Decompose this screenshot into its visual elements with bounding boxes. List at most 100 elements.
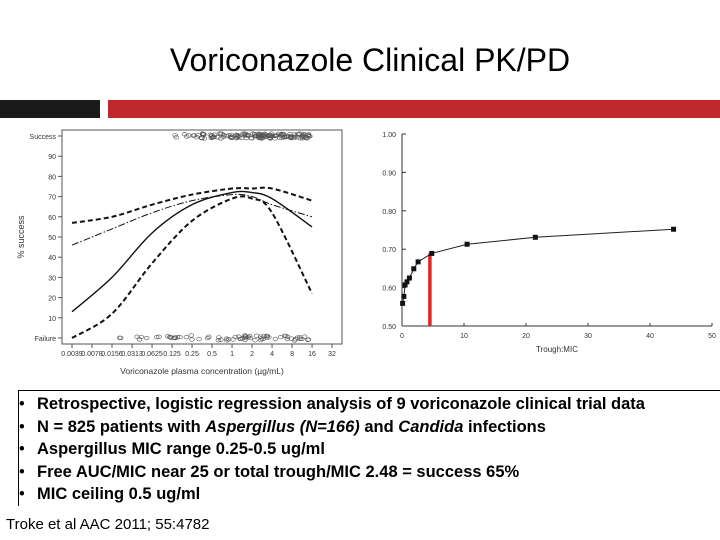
bullet-item: • MIC ceiling 0.5 ug/ml	[19, 483, 720, 506]
x-tick-label: 0	[400, 333, 404, 340]
bullet-text-run: Candida	[398, 417, 464, 436]
outcome-marker	[250, 131, 256, 136]
bullet-item: • Aspergillus MIC range 0.25-0.5 ug/ml	[19, 438, 720, 461]
success-curve	[402, 228, 674, 304]
y-tick-label: 60	[48, 215, 56, 222]
outcome-marker	[296, 131, 303, 136]
outcome-marker	[220, 134, 227, 139]
outcome-marker	[264, 335, 270, 340]
x-tick-label: 0.0313	[121, 351, 143, 358]
bullet-text-run: Retrospective, logistic regression analy…	[37, 395, 645, 413]
x-tick-label: 0.0156	[101, 351, 123, 358]
outcome-marker	[305, 337, 311, 342]
data-point	[404, 279, 410, 285]
outcome-marker	[188, 333, 194, 338]
y-tick-label: 10	[48, 316, 56, 323]
x-tick-label: 20	[522, 333, 530, 340]
trough-mic-chart: 0.50 0.60 0.70 0.80 0.90 1.00 0 10 20 30 40 50 Troug…	[382, 132, 716, 354]
outcome-marker	[258, 337, 264, 343]
bullet-text: Retrospective, logistic regression analy…	[37, 393, 645, 416]
outcome-marker	[138, 334, 144, 340]
outcome-marker	[204, 336, 211, 341]
outcome-marker	[228, 135, 235, 140]
outcome-marker	[294, 135, 301, 140]
y-tick-label: Failure	[35, 336, 57, 343]
outcome-marker	[201, 132, 207, 137]
data-point	[532, 234, 538, 240]
y-tick-label: 80	[48, 174, 56, 181]
y-tick-label: 20	[48, 296, 56, 303]
x-tick-label: 0.0039	[61, 351, 83, 358]
outcome-marker	[215, 135, 221, 140]
outcome-marker	[272, 336, 279, 342]
bullet-text-run: Aspergillus (N=166)	[205, 417, 360, 436]
regression-line-solid	[71, 190, 313, 313]
header-bar-dark	[0, 100, 100, 118]
bullet-item: • Free AUC/MIC near 25 or total trough/MI…	[19, 461, 720, 484]
y-tick-label: 70	[48, 195, 56, 202]
outcome-marker	[301, 334, 308, 339]
y-tick-label: 0.90	[382, 170, 396, 177]
outcome-marker	[173, 135, 179, 140]
outcome-marker	[242, 133, 249, 138]
citation: Troke et al AAC 2011; 55:4782	[6, 516, 210, 533]
x-tick-label: 40	[646, 333, 654, 340]
outcome-marker	[247, 336, 254, 341]
bullet-marker: •	[19, 417, 25, 436]
y-tick-label: 0.50	[382, 324, 396, 331]
x-tick-label: 0.25	[185, 351, 199, 358]
header-bar-red	[108, 100, 720, 118]
bullet-marker: •	[19, 395, 25, 413]
bullet-marker: •	[19, 485, 25, 503]
outcome-marker	[117, 335, 123, 340]
regression-line-dash-dot	[71, 193, 313, 246]
outcome-marker	[171, 335, 178, 340]
bullet-text-run: Free AUC/MIC near 25 or total trough/MIC…	[37, 462, 520, 481]
outcome-marker	[224, 338, 230, 343]
outcome-marker	[136, 337, 143, 342]
logistic-regression-chart: Failure102030405060708090Success0.00390.…	[16, 129, 343, 376]
outcome-marker	[195, 133, 201, 138]
bullet-text-run: infections	[463, 417, 546, 436]
y-tick-label: 0.60	[382, 286, 396, 293]
outcome-marker	[153, 335, 160, 340]
outcome-marker	[278, 334, 284, 340]
outcome-marker	[274, 133, 280, 138]
data-point	[406, 275, 412, 281]
y-tick-label: 50	[48, 235, 56, 242]
outcome-marker	[201, 136, 208, 141]
outcome-marker	[283, 333, 289, 339]
outcome-marker	[258, 336, 264, 341]
y-tick-label: 30	[48, 275, 56, 282]
x-tick-label: 8	[290, 351, 294, 358]
regression-line-dashed-upper	[71, 186, 313, 224]
outcome-marker	[216, 335, 222, 340]
y-axis-label: % success	[16, 215, 26, 259]
data-point	[400, 300, 406, 306]
data-point	[401, 293, 407, 299]
y-tick-label: 40	[48, 255, 56, 262]
outcome-marker	[268, 134, 275, 139]
outcome-marker	[174, 335, 180, 340]
slide-title: Voriconazole Clinical PK/PD	[169, 42, 571, 78]
outcome-marker	[302, 134, 309, 139]
outcome-marker	[183, 335, 190, 340]
data-point	[671, 226, 677, 232]
x-tick-label: 0.5	[207, 351, 217, 358]
outcome-marker	[288, 136, 294, 141]
outcome-marker	[286, 133, 292, 139]
bullet-list: • Retrospective, logistic regression anal…	[18, 390, 720, 506]
bullet-text: N = 825 patients with Aspergillus (N=166…	[37, 416, 546, 439]
bullet-text: MIC ceiling 0.5 ug/ml	[37, 483, 200, 506]
outcome-marker	[186, 133, 192, 138]
outcome-marker	[305, 337, 312, 342]
outcome-marker	[291, 134, 297, 140]
outcome-marker	[194, 135, 200, 140]
x-tick-label: 10	[460, 333, 468, 340]
outcome-marker	[209, 133, 215, 138]
bullet-item: • Retrospective, logistic regression anal…	[19, 393, 720, 416]
outcome-marker	[241, 132, 247, 137]
plot-frame	[61, 129, 343, 345]
outcome-marker	[294, 335, 301, 340]
outcome-marker	[252, 338, 258, 343]
